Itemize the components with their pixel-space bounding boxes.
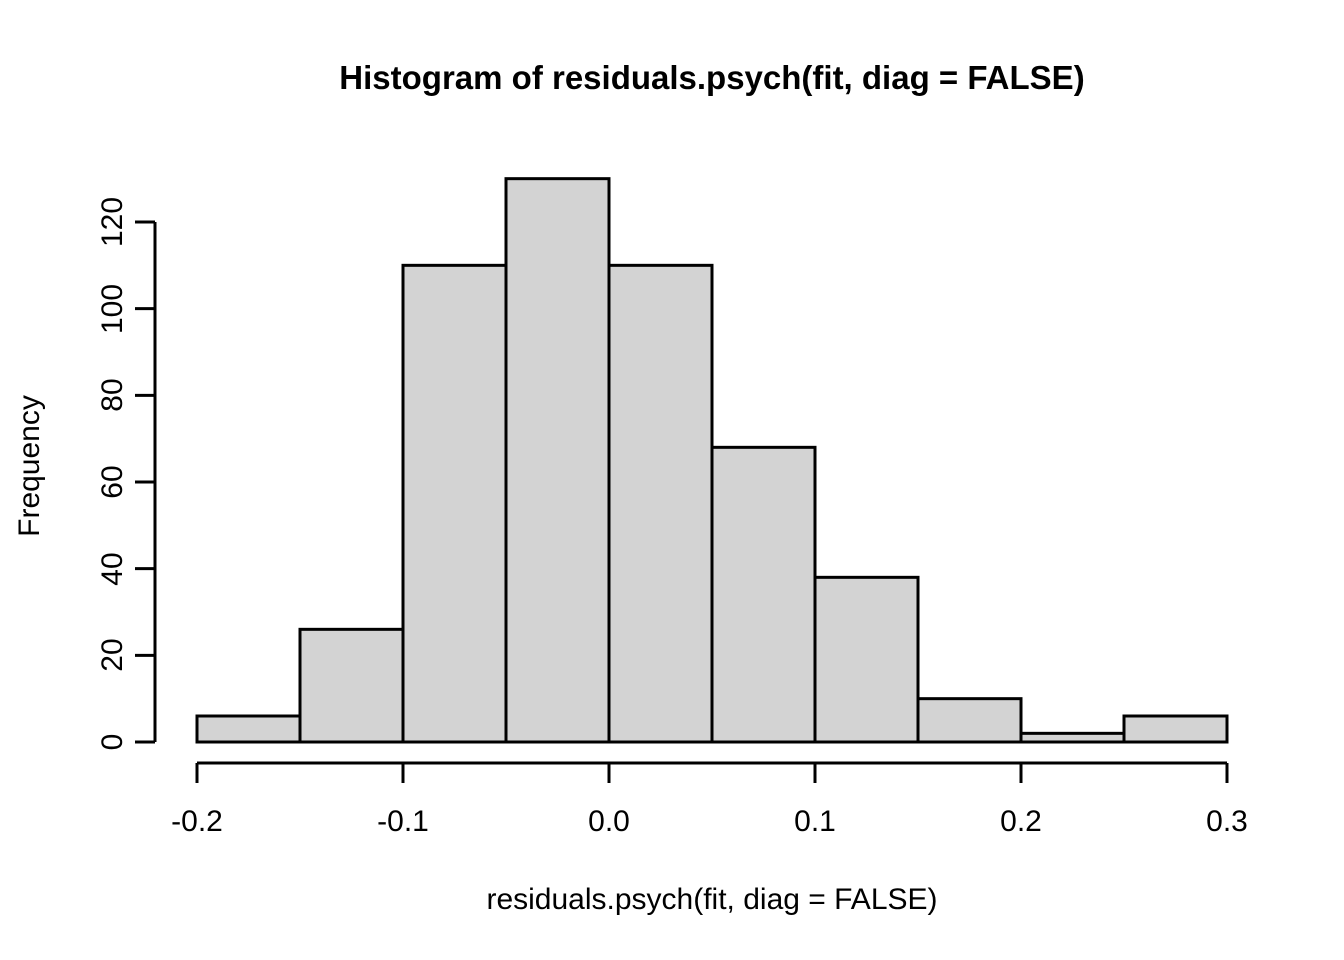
- x-tick-label: 0.0: [588, 805, 630, 838]
- x-axis-title: residuals.psych(fit, diag = FALSE): [486, 883, 938, 916]
- histogram-bar: [813, 575, 920, 744]
- histogram-bar: [504, 177, 611, 744]
- x-tick-label: 0.2: [1000, 805, 1042, 838]
- histogram-bar: [1122, 714, 1229, 744]
- histogram-bar: [401, 263, 508, 744]
- histogram-bar: [195, 714, 302, 744]
- histogram-bar: [1019, 731, 1126, 744]
- histogram-bar: [710, 445, 817, 744]
- y-axis-title-text: Frequency: [13, 395, 46, 537]
- chart-title: Histogram of residuals.psych(fit, diag =…: [339, 59, 1085, 96]
- y-tick-label: 120: [96, 196, 129, 248]
- histogram-bar: [916, 697, 1023, 744]
- x-tick-label: -0.2: [171, 805, 223, 838]
- histogram-bar: [607, 263, 714, 744]
- x-tick-label: -0.1: [377, 805, 429, 838]
- histogram-bar: [298, 627, 405, 744]
- x-tick-label: 0.1: [794, 805, 836, 838]
- x-tick-label: 0.3: [1206, 805, 1248, 838]
